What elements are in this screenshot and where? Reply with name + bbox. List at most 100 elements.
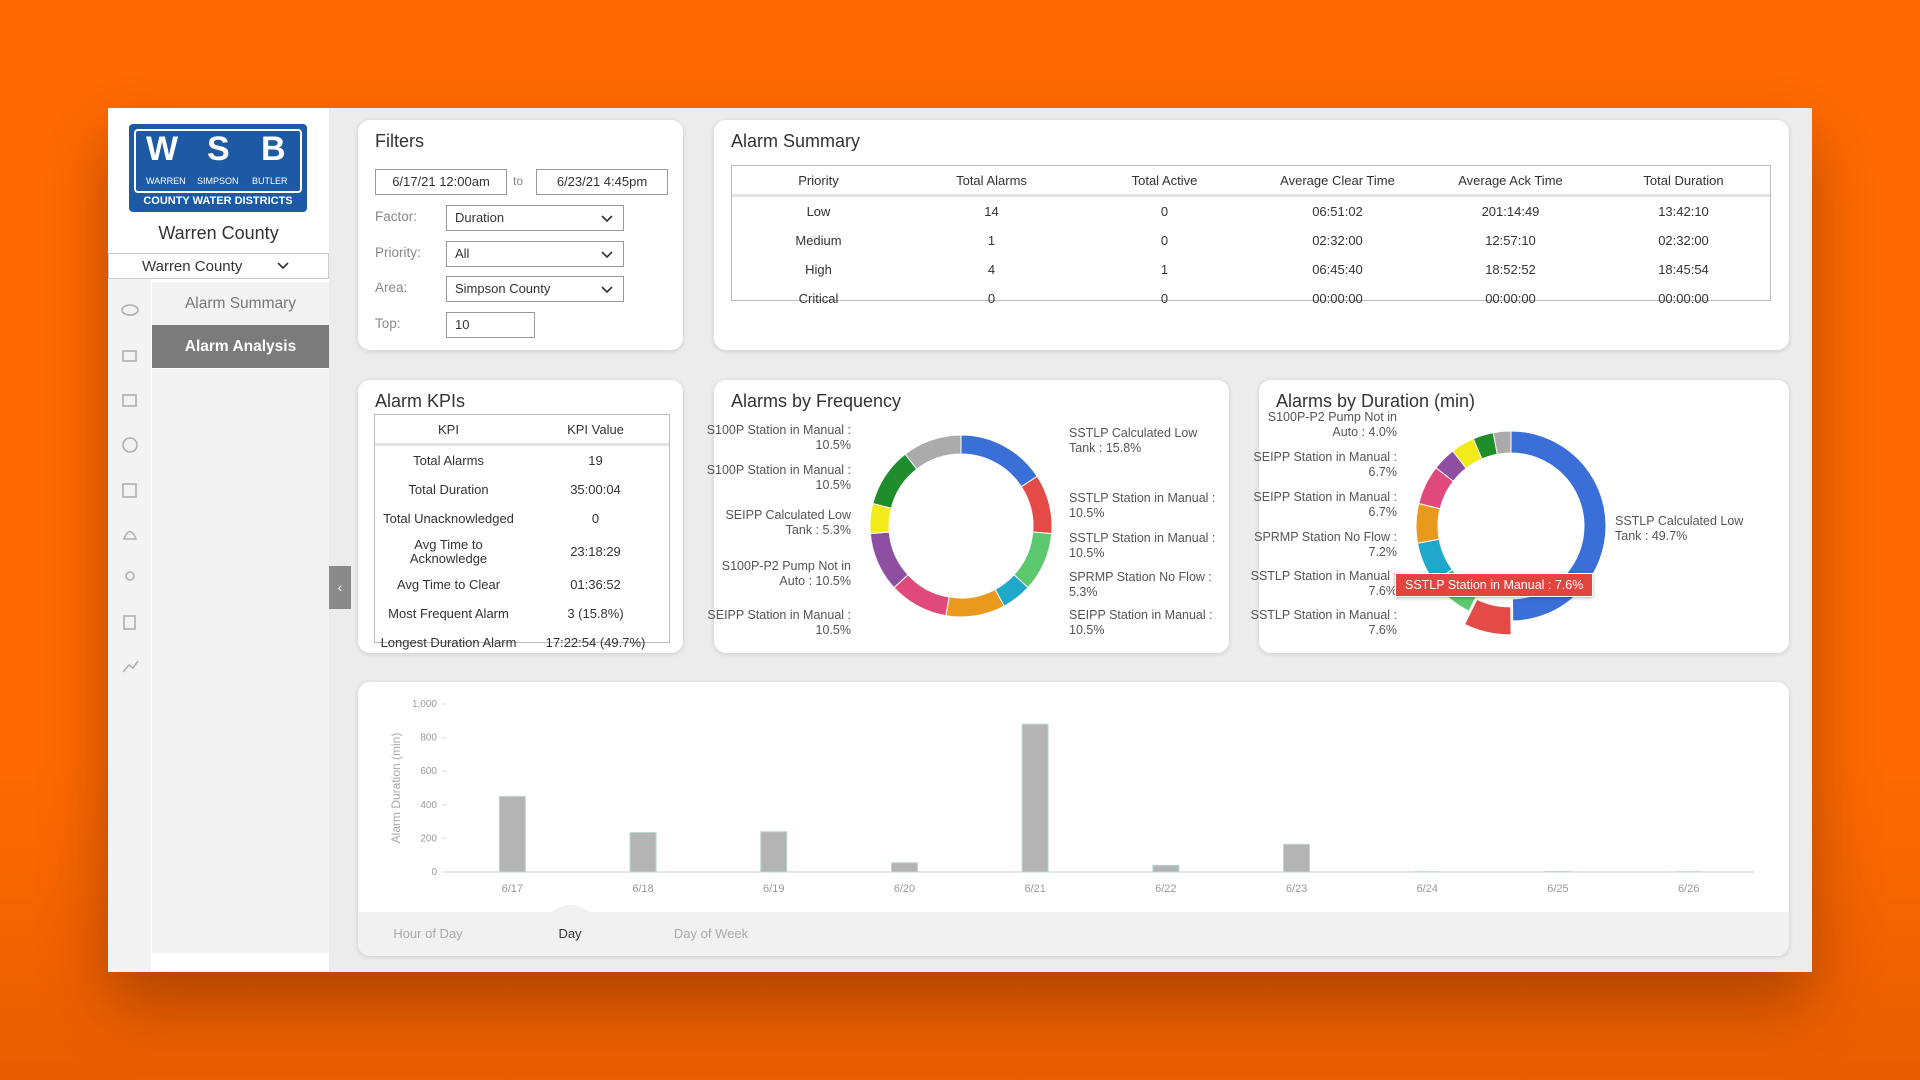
y-tick-label: 400 <box>420 800 437 811</box>
table-cell: 13:42:10 <box>1658 204 1709 219</box>
nav-item[interactable]: Alarm Summary <box>152 282 329 325</box>
tab-indicator <box>550 905 590 913</box>
table-row: Total Unacknowledged 0 <box>375 504 669 533</box>
select[interactable]: All <box>446 240 624 267</box>
table-row: High 4 1 06:45:40 18:52:52 18:45:54 <box>732 255 1770 284</box>
x-tick-label: 6/22 <box>1155 883 1176 895</box>
date-to[interactable]: 6/23/21 4:45pm <box>536 169 668 195</box>
field-label: Priority: <box>375 244 421 260</box>
table-cell: 01:36:52 <box>570 576 621 592</box>
segment-label: SEIPP Station in Manual : 10.5% <box>707 608 851 638</box>
card-title: Alarm Summary <box>731 131 861 151</box>
segment-label: SEIPP Calculated Low Tank : 5.3% <box>725 507 851 537</box>
y-tick-label: 800 <box>420 733 437 744</box>
card-title: Alarm KPIs <box>375 391 466 411</box>
segment-label: SSTLP Calculated Low Tank : 15.8% <box>1069 425 1198 455</box>
table-cell: 19 <box>588 452 603 468</box>
text-input[interactable]: 10 <box>446 311 535 338</box>
column-header: KPI Value <box>522 415 669 446</box>
table-cell: 00:00:00 <box>1312 291 1363 306</box>
icon <box>122 437 138 453</box>
donut-segment <box>1020 475 1053 535</box>
bar <box>1021 723 1049 873</box>
y-tick-label: 0 <box>431 867 437 878</box>
y-tick-label: 1,000 <box>412 699 437 710</box>
table-cell: 23:18:29 <box>570 543 621 559</box>
icon <box>123 615 136 630</box>
summary-card: Alarm Summary Priority Total Alarms Total … <box>714 120 1789 350</box>
bar <box>1283 843 1311 873</box>
table-cell: Total Duration <box>408 481 489 497</box>
segment-label: SEIPP Station in Manual : 10.5% <box>1069 608 1213 638</box>
x-tick-label: 6/20 <box>894 883 915 895</box>
nav-item[interactable]: Alarm Analysis <box>152 325 329 368</box>
table-cell: 06:51:02 <box>1312 204 1363 219</box>
table-cell: 0 <box>987 291 996 306</box>
column-header: Total Alarms <box>905 166 1078 197</box>
table-cell: Longest Duration Alarm <box>380 634 517 650</box>
segment-label: SEIPP Station in Manual : 6.7% <box>1253 489 1397 519</box>
trend-card: 0 200 400 600 800 1,000 Alarm Duration (min) 6/… <box>358 682 1789 956</box>
icon <box>122 350 137 362</box>
table-row: Low 14 0 06:51:02 201:14:49 13:42:10 <box>732 196 1770 227</box>
x-tick-label: 6/18 <box>632 883 653 895</box>
donut-segment <box>869 502 892 535</box>
table-cell: 06:45:40 <box>1312 262 1363 277</box>
segment-label: SPRMP Station No Flow : 5.3% <box>1069 570 1212 600</box>
county-select[interactable]: Warren County <box>108 253 329 279</box>
table-cell: 35:00:04 <box>570 481 621 497</box>
frequency-card: Alarms by Frequency SSTLP Calculated Low… <box>707 380 1229 653</box>
y-tick-label: 200 <box>420 833 437 844</box>
donut-segment <box>1463 598 1512 636</box>
tab[interactable]: Day of Week <box>674 926 749 941</box>
table-cell: Total Unacknowledged <box>383 510 514 526</box>
table-cell: 4 <box>987 262 996 277</box>
donut-chart <box>869 434 1053 618</box>
table-row: Avg Time to Clear 01:36:52 <box>375 570 669 599</box>
table-cell: 0 <box>1160 204 1169 219</box>
field-value: 10 <box>455 316 470 332</box>
field-label: Area: <box>375 280 408 295</box>
donut-segment <box>945 588 1005 618</box>
table-cell: 0 <box>1160 291 1169 306</box>
logo-initial: S <box>207 130 230 168</box>
table-cell: Avg Time to Clear <box>396 576 501 592</box>
segment-label: S100P-P2 Pump Not in Auto : 10.5% <box>721 559 851 589</box>
app-window: W S B WARREN SIMPSON BUTLER COUNTY WATER… <box>108 108 1812 972</box>
collapse-button[interactable]: ‹ <box>329 566 351 609</box>
select[interactable]: Simpson County <box>446 276 624 302</box>
table-cell: 14 <box>984 204 999 219</box>
table-cell: 3 (15.8%) <box>567 605 624 621</box>
table-cell: 12:57:10 <box>1485 233 1536 248</box>
segment-label: SSTLP Station in Manual : 10.5% <box>1069 490 1216 520</box>
segment-label: SPRMP Station No Flow : 7.2% <box>1254 529 1397 559</box>
x-tick-label: 6/19 <box>763 883 784 895</box>
card-title: Alarms by Frequency <box>731 391 902 411</box>
kpi-table: KPI KPI Value Total Alarms 19 Total Duration… <box>375 415 669 657</box>
field-value: All <box>455 245 470 261</box>
x-tick-label: 6/21 <box>1024 883 1045 895</box>
bar <box>629 832 657 873</box>
table-cell: 0 <box>591 510 600 526</box>
logo-name: BUTLER <box>252 176 288 186</box>
tab[interactable]: Hour of Day <box>393 926 463 941</box>
icon <box>122 483 137 498</box>
tab[interactable]: Day <box>558 926 582 941</box>
field-label: Factor: <box>375 209 418 224</box>
date-from[interactable]: 6/17/21 12:00am <box>375 169 507 195</box>
select[interactable]: Duration <box>446 205 624 231</box>
header-row: Priority Total Alarms Total Active Average … <box>732 166 1770 197</box>
y-axis-label: Alarm Duration (min) <box>389 733 403 844</box>
logo-name: WARREN <box>146 176 186 186</box>
segment-label: SSTLP Station in Manual : 7.6% <box>1250 608 1397 638</box>
logo-initial: W <box>146 130 179 168</box>
bar <box>760 831 788 873</box>
table-cell: 17:22:54 (49.7%) <box>545 634 646 650</box>
icon <box>121 304 139 316</box>
x-tick-label: 6/25 <box>1547 883 1568 895</box>
table-row: Longest Duration Alarm 17:22:54 (49.7%) <box>375 628 669 657</box>
column-header: Total Duration <box>1597 166 1770 197</box>
bar <box>498 795 526 873</box>
kpi-card: Alarm KPIs KPI KPI Value Total Alarms 19 Tot… <box>358 380 683 653</box>
